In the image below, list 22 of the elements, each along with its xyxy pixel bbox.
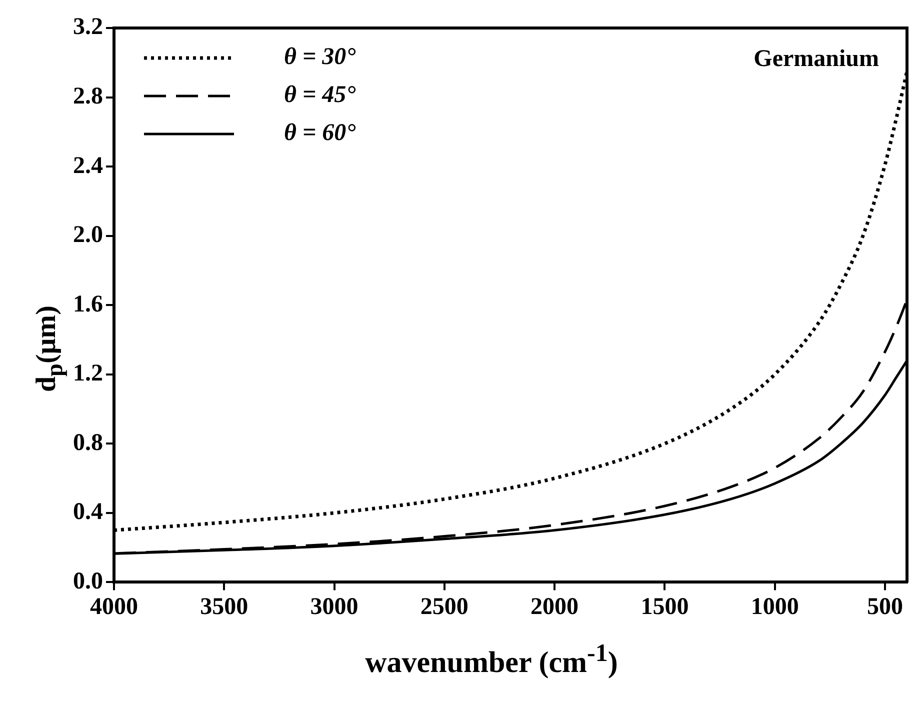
legend-label: θ = 45° bbox=[284, 82, 356, 108]
annotation: Germanium bbox=[754, 46, 879, 72]
x-tick-label: 3500 bbox=[200, 594, 248, 620]
y-tick-label: 1.6 bbox=[73, 291, 103, 318]
y-tick-label: 0.4 bbox=[73, 499, 103, 526]
y-tick-label: 2.4 bbox=[73, 152, 103, 179]
x-axis-title: wavenumber (cm$^{-1}$) bbox=[364, 640, 619, 680]
x-tick-label: 500 bbox=[866, 594, 903, 620]
x-tick-label: 1500 bbox=[640, 594, 689, 620]
legend-label: θ = 30° bbox=[284, 44, 356, 70]
y-tick-label: 1.2 bbox=[73, 360, 103, 387]
x-tick-label: 2000 bbox=[530, 594, 579, 620]
y-tick-label: 3.2 bbox=[73, 14, 103, 40]
y-tick-label: 0.0 bbox=[73, 568, 103, 594]
x-tick-label: 2500 bbox=[420, 594, 468, 620]
y-tick-label: 0.8 bbox=[73, 430, 103, 456]
x-tick-label: 1000 bbox=[750, 594, 799, 620]
y-tick-label: 2.0 bbox=[73, 222, 103, 248]
x-tick-label: 4000 bbox=[90, 594, 138, 620]
y-tick-label: 2.8 bbox=[73, 83, 103, 110]
legend-label: θ = 60° bbox=[284, 120, 356, 146]
x-tick-label: 3000 bbox=[310, 594, 358, 620]
